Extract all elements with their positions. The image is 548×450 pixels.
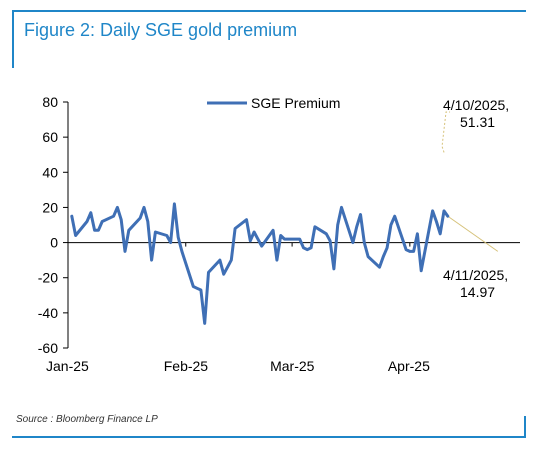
annotation-label: 51.31 — [460, 114, 495, 130]
figure-title: Figure 2: Daily SGE gold premium — [24, 20, 298, 40]
annotation-label: 14.97 — [460, 284, 495, 300]
source-note: Source : Bloomberg Finance LP — [16, 414, 158, 425]
frame-right-rule — [524, 416, 526, 438]
x-tick-label: Jan-25 — [46, 358, 89, 374]
frame-left-rule — [12, 10, 14, 68]
frame-bottom-rule — [12, 436, 526, 438]
series-line-sge-premium — [70, 202, 450, 325]
y-tick-label: 80 — [42, 94, 58, 110]
annotation-leader-line — [441, 111, 451, 153]
y-tick-label: 60 — [42, 129, 58, 145]
y-tick-label: -20 — [38, 270, 58, 286]
frame-top-rule — [12, 10, 526, 12]
y-tick-label: -40 — [38, 305, 58, 321]
annotation-leader-line — [447, 215, 499, 252]
y-tick-label: 40 — [42, 164, 58, 180]
annotation-label: 4/10/2025, — [443, 97, 509, 113]
x-tick-label: Mar-25 — [270, 358, 315, 374]
y-tick-label: 20 — [42, 199, 58, 215]
annotation-label: 4/11/2025, — [443, 267, 508, 283]
x-tick-label: Apr-25 — [388, 358, 430, 374]
legend-label: SGE Premium — [251, 95, 340, 111]
x-tick-label: Feb-25 — [164, 358, 209, 374]
y-tick-label: 0 — [50, 235, 58, 251]
y-tick-label: -60 — [38, 340, 58, 356]
